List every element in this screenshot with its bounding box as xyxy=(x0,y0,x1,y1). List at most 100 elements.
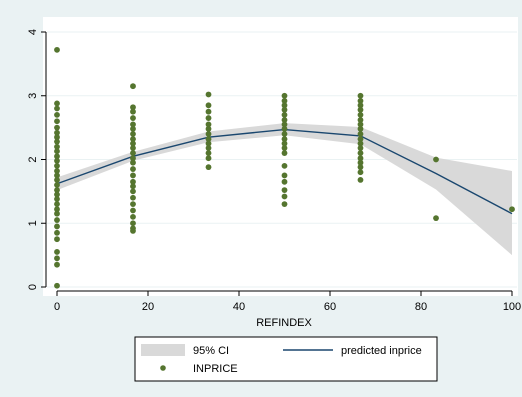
scatter-point xyxy=(54,282,60,289)
scatter-point xyxy=(281,172,288,179)
scatter-points-layer xyxy=(54,46,515,289)
scatter-point xyxy=(130,172,136,179)
scatter-point xyxy=(130,201,136,208)
scatter-point xyxy=(281,201,288,208)
scatter-point xyxy=(130,131,136,137)
x-tick-label: 40 xyxy=(233,301,245,313)
scatter-point xyxy=(54,157,60,164)
scatter-point xyxy=(281,106,288,113)
scatter-point xyxy=(357,125,364,132)
scatter-point xyxy=(54,124,60,131)
scatter-point xyxy=(54,206,60,213)
scatter-point xyxy=(281,145,288,151)
scatter-point xyxy=(130,194,136,201)
scatter-point xyxy=(205,102,212,109)
scatter-point xyxy=(54,201,60,208)
scatter-point xyxy=(54,217,60,223)
scatter-point xyxy=(54,118,60,125)
scatter-point xyxy=(130,188,136,195)
scatter-point xyxy=(205,131,212,137)
scatter-point xyxy=(130,108,136,115)
scatter-point xyxy=(54,105,60,112)
x-tick-label: 60 xyxy=(324,301,336,313)
scatter-point xyxy=(281,150,288,157)
scatter-point xyxy=(54,162,60,169)
scatter-point xyxy=(205,125,212,132)
scatter-point xyxy=(357,131,364,137)
scatter-point xyxy=(357,102,364,109)
scatter-point xyxy=(357,169,364,176)
scatter-point xyxy=(357,159,364,166)
scatter-point xyxy=(281,92,288,99)
x-axis-title: REFINDEX xyxy=(256,317,312,329)
scatter-point xyxy=(281,178,288,185)
scatter-point xyxy=(205,145,212,151)
x-tick-label: 100 xyxy=(503,301,521,313)
scatter-point xyxy=(205,115,212,121)
scatter-point xyxy=(130,83,136,90)
scatter-point xyxy=(54,261,60,268)
scatter-point xyxy=(281,140,288,147)
scatter-point xyxy=(357,150,364,157)
scatter-point xyxy=(130,159,136,166)
scatter-point xyxy=(205,155,212,162)
scatter-point xyxy=(205,150,212,157)
x-tick-label: 0 xyxy=(54,301,60,313)
scatter-point xyxy=(281,136,288,143)
scatter-point xyxy=(357,164,364,171)
y-tick-label: 2 xyxy=(27,156,39,162)
scatter-point xyxy=(54,111,60,118)
scatter-point xyxy=(281,187,288,194)
scatter-point xyxy=(54,138,60,145)
legend-ci-swatch xyxy=(141,344,185,356)
scatter-point xyxy=(281,102,288,109)
scatter-point xyxy=(130,140,136,147)
x-tick-label: 20 xyxy=(142,301,154,313)
scatter-point xyxy=(54,172,60,179)
scatter-point xyxy=(130,136,136,143)
legend-line-label: predicted inprice xyxy=(341,345,422,357)
scatter-point xyxy=(130,228,136,234)
scatter-point xyxy=(357,177,364,183)
y-tick-label: 4 xyxy=(27,29,39,35)
scatter-point xyxy=(130,121,136,128)
scatter-point xyxy=(205,91,212,98)
scatter-point xyxy=(281,121,288,128)
legend-ci-label: 95% CI xyxy=(193,345,229,357)
scatter-point xyxy=(54,129,60,136)
scatter-point xyxy=(357,117,364,123)
scatter-point xyxy=(130,178,136,185)
scatter-point xyxy=(130,213,136,220)
scatter-point xyxy=(433,156,439,163)
y-tick-label: 1 xyxy=(27,220,39,226)
scatter-point xyxy=(281,117,288,123)
scatter-point xyxy=(357,92,364,99)
scatter-point xyxy=(54,229,60,236)
scatter-point xyxy=(54,143,60,150)
scatter-point xyxy=(54,153,60,160)
scatter-point xyxy=(205,108,212,115)
scatter-point xyxy=(130,104,136,111)
scatter-point xyxy=(130,115,136,121)
scatter-point xyxy=(357,145,364,151)
scatter-point xyxy=(54,100,60,107)
plot-area xyxy=(43,17,518,296)
scatter-point xyxy=(357,121,364,128)
y-tick-label: 3 xyxy=(27,93,39,99)
scatter-point xyxy=(54,223,60,230)
scatter-point xyxy=(130,155,136,162)
scatter-point xyxy=(54,182,60,188)
scatter-point xyxy=(357,136,364,143)
scatter-point xyxy=(54,46,60,53)
legend-box xyxy=(134,336,438,382)
scatter-point xyxy=(281,125,288,132)
scatter-point xyxy=(357,140,364,147)
legend-point-label: INPRICE xyxy=(193,363,238,375)
scatter-point xyxy=(54,196,60,202)
x-tick-label: 80 xyxy=(415,301,427,313)
scatter-point xyxy=(54,168,60,174)
scatter-point xyxy=(54,134,60,141)
scatter-point xyxy=(54,191,60,198)
